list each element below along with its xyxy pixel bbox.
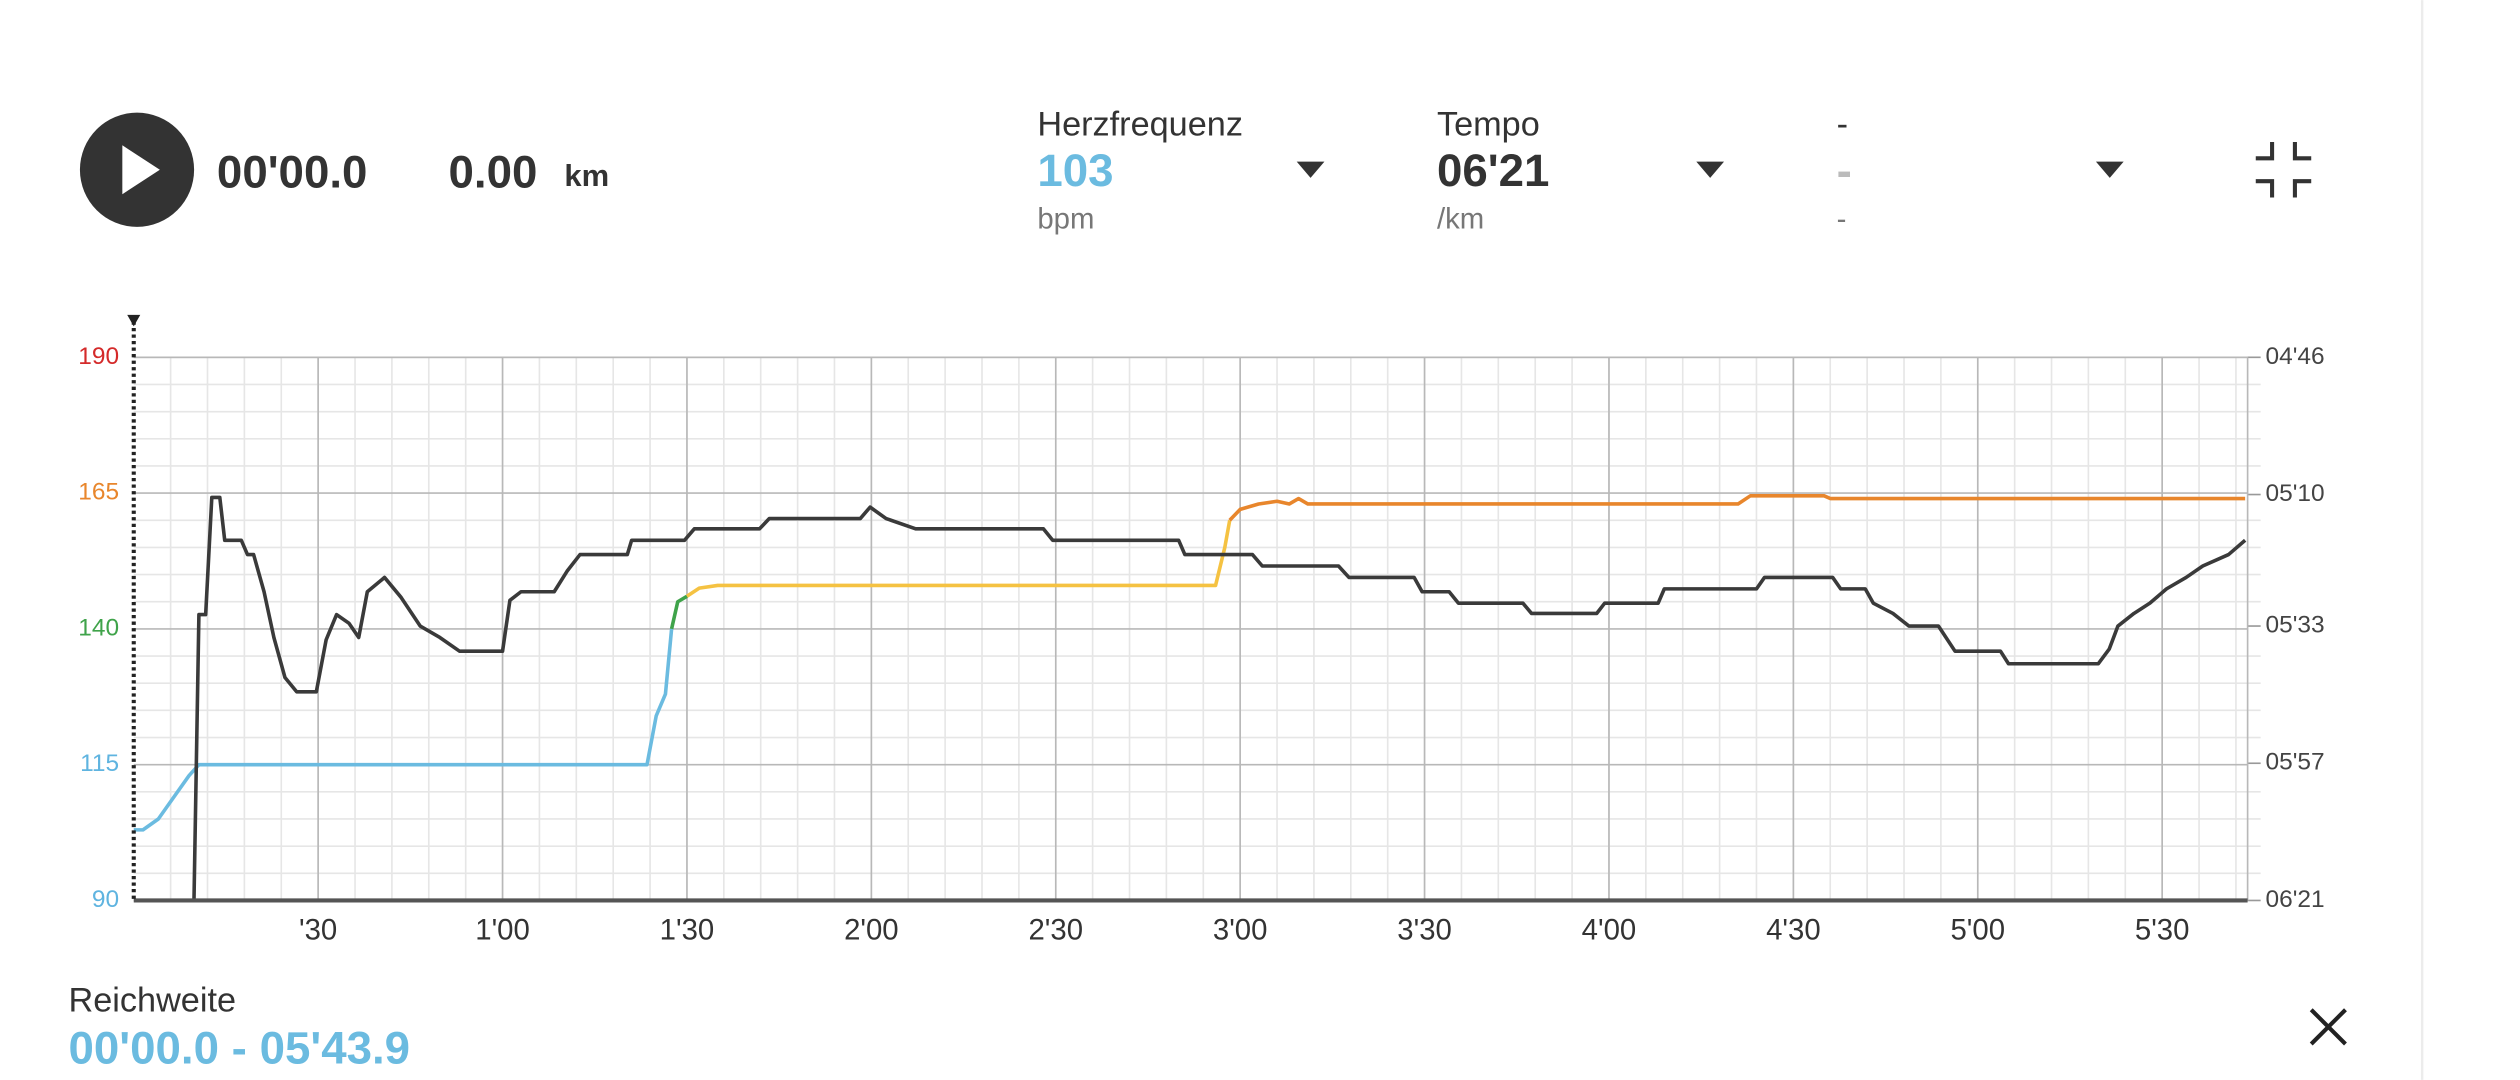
y-tick-label: 115	[80, 750, 119, 777]
y2-tick-label: 04'46	[2266, 343, 2325, 370]
y2-tick-label: 05'10	[2266, 480, 2325, 507]
y2-tick-label: 05'33	[2266, 612, 2325, 639]
x-tick-label: 3'30	[1397, 914, 1452, 947]
series-line	[669, 594, 688, 630]
metric-value: 103	[1037, 145, 1113, 196]
x-tick-label: '30	[299, 914, 337, 947]
dropdown[interactable]	[2095, 161, 2124, 178]
x-tick-label: 2'30	[1028, 914, 1083, 947]
close-button[interactable]	[2309, 1008, 2347, 1046]
metric-value: 06'21	[1437, 145, 1549, 196]
metric-value: -	[1837, 145, 1852, 196]
metric-label: Herzfrequenz	[1037, 105, 1243, 143]
close-icon[interactable]	[2309, 1008, 2347, 1046]
collapse-icon[interactable]	[2292, 179, 2312, 198]
x-tick-label: 4'00	[1582, 914, 1637, 947]
series-line	[685, 519, 1232, 598]
distance: 0.00	[449, 147, 538, 198]
y-tick-label: 190	[78, 343, 119, 370]
x-tick-label: 3'00	[1213, 914, 1268, 947]
y2-tick-label: 06'21	[2266, 886, 2325, 913]
x-tick-label: 1'30	[660, 914, 715, 947]
collapse-icon[interactable]	[2255, 179, 2275, 198]
collapse-icon[interactable]	[2292, 142, 2312, 161]
dropdown[interactable]	[1696, 161, 1725, 178]
metric-label: -	[1837, 105, 1848, 143]
cursor-handle	[127, 314, 141, 327]
play-icon[interactable]	[122, 145, 160, 195]
collapse-icon[interactable]	[2255, 142, 2275, 161]
range-value: 00'00.0 - 05'43.9	[69, 1023, 411, 1074]
y2-tick-label: 05'57	[2266, 749, 2325, 776]
distance-unit: km	[564, 158, 609, 193]
play-button[interactable]	[79, 112, 195, 227]
range-label: Reichweite	[69, 981, 237, 1019]
y-tick-label: 140	[78, 614, 119, 641]
x-tick-label: 4'30	[1766, 914, 1821, 947]
x-tick-label: 2'00	[844, 914, 899, 947]
metric-unit: /km	[1437, 202, 1484, 235]
x-tick-label: 5'00	[1950, 914, 2005, 947]
x-tick-label: 1'00	[475, 914, 530, 947]
y-tick-label: 90	[92, 886, 119, 913]
metric-label: Tempo	[1437, 105, 1540, 143]
time: 00'00.0	[217, 147, 368, 198]
dropdown[interactable]	[1296, 161, 1325, 178]
series-line	[1228, 494, 2246, 522]
chart: 90 115 140 165 190 04'46 05'10 05'33 05'57 06'21 '…	[78, 314, 2325, 947]
x-tick-label: 5'30	[2135, 914, 2190, 947]
metric-unit: -	[1837, 202, 1847, 235]
metric-unit: bpm	[1037, 202, 1094, 235]
series-line	[133, 628, 674, 832]
y-tick-label: 165	[78, 479, 119, 506]
collapse-button[interactable]	[2255, 142, 2312, 198]
series-line	[192, 495, 2247, 901]
